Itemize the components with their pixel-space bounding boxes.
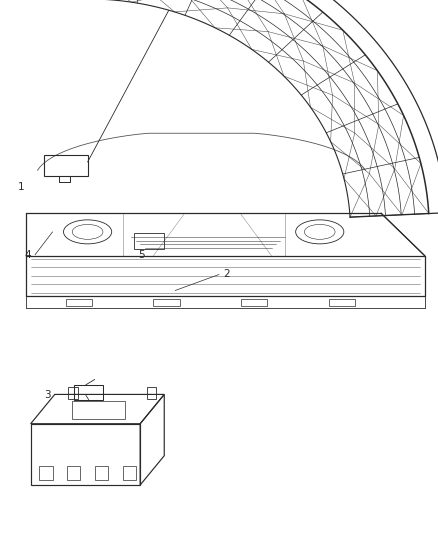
Bar (147, 387, 156, 399)
Bar (39, 466, 53, 480)
Text: 5: 5 (138, 250, 145, 260)
Bar (134, 233, 164, 249)
Bar (241, 299, 267, 306)
Bar (153, 299, 180, 306)
Bar (66, 299, 92, 306)
Bar (95, 466, 108, 480)
Bar (67, 466, 80, 480)
Bar (328, 299, 355, 306)
Text: 3: 3 (44, 391, 50, 400)
Text: 2: 2 (223, 270, 230, 279)
Bar (44, 155, 88, 176)
Bar (31, 424, 140, 485)
Bar (123, 466, 136, 480)
Bar (72, 401, 125, 419)
Text: 1: 1 (18, 182, 24, 191)
Bar (68, 387, 78, 399)
Text: 4: 4 (24, 250, 31, 260)
Bar (74, 385, 103, 400)
